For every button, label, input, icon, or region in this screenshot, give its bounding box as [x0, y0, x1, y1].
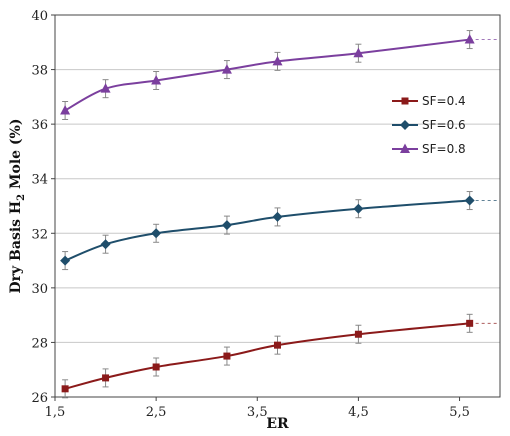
y-tick-label: 32 [31, 227, 48, 242]
triangle-marker [151, 74, 162, 85]
diamond-marker [60, 255, 71, 266]
legend-label: SF=0.6 [422, 118, 466, 132]
plot-area-frame [54, 14, 501, 398]
y-tick-label: 30 [31, 282, 48, 297]
square-marker [354, 330, 362, 338]
diamond-marker [100, 239, 111, 250]
x-tick-label: 5,5 [449, 405, 470, 420]
diamond-marker [151, 228, 162, 239]
triangle-marker [400, 143, 410, 153]
gridlines [55, 69, 500, 343]
x-axis-label: ER [266, 416, 289, 432]
legend-item: SF=0.8 [392, 142, 466, 156]
diamond-marker [464, 195, 475, 206]
legend: SF=0.4 SF=0.6 SF=0.8 [392, 94, 466, 156]
legend-label: SF=0.8 [422, 142, 466, 156]
series-sf-0-4 [61, 313, 498, 399]
triangle-marker [464, 34, 475, 44]
x-axis-ticks: 1,5 2,5 3,5 4,5 5,5 [45, 397, 470, 420]
square-marker [274, 341, 281, 349]
legend-item: SF=0.4 [392, 94, 466, 108]
y-tick-label: 28 [31, 336, 48, 351]
legend-label: SF=0.4 [422, 94, 466, 108]
y-axis-label-subscript: 2 [16, 194, 27, 201]
y-axis-label: Dry Basis H2 Mole (%) [8, 119, 27, 294]
x-tick-label: 4,5 [348, 405, 369, 420]
diamond-marker [272, 211, 283, 222]
diamond-marker [400, 120, 410, 130]
x-tick-label: 2,5 [146, 405, 167, 420]
y-tick-label: 34 [31, 173, 48, 188]
square-marker [223, 352, 231, 360]
triangle-marker [353, 47, 364, 58]
triangle-marker [221, 64, 232, 74]
diamond-marker [353, 203, 364, 214]
series-line [64, 199, 470, 262]
diamond-marker [221, 220, 232, 231]
series-sf-0-6 [60, 191, 498, 271]
square-marker [61, 385, 69, 393]
triangle-marker [60, 105, 71, 115]
triangle-marker [100, 83, 111, 93]
y-tick-label: 40 [31, 9, 48, 24]
x-tick-label: 1,5 [45, 405, 66, 420]
square-marker [466, 319, 474, 327]
series-sf-0-8 [60, 30, 498, 120]
series-line [64, 38, 470, 112]
square-marker [152, 363, 160, 371]
series-group [60, 30, 498, 399]
y-axis-ticks: 26 28 30 32 34 36 38 40 [31, 9, 55, 406]
series-line [64, 322, 470, 390]
y-tick-label: 26 [31, 391, 48, 406]
y-tick-label: 38 [31, 64, 48, 79]
triangle-marker [272, 55, 283, 66]
square-marker [401, 97, 409, 105]
x-tick-label: 3,5 [247, 405, 268, 420]
y-tick-label: 36 [31, 118, 48, 133]
legend-item: SF=0.6 [392, 118, 466, 132]
y-axis-label-main: Dry Basis H [8, 201, 24, 294]
square-marker [102, 374, 110, 382]
y-axis-label-suffix: Mole (%) [8, 119, 24, 194]
